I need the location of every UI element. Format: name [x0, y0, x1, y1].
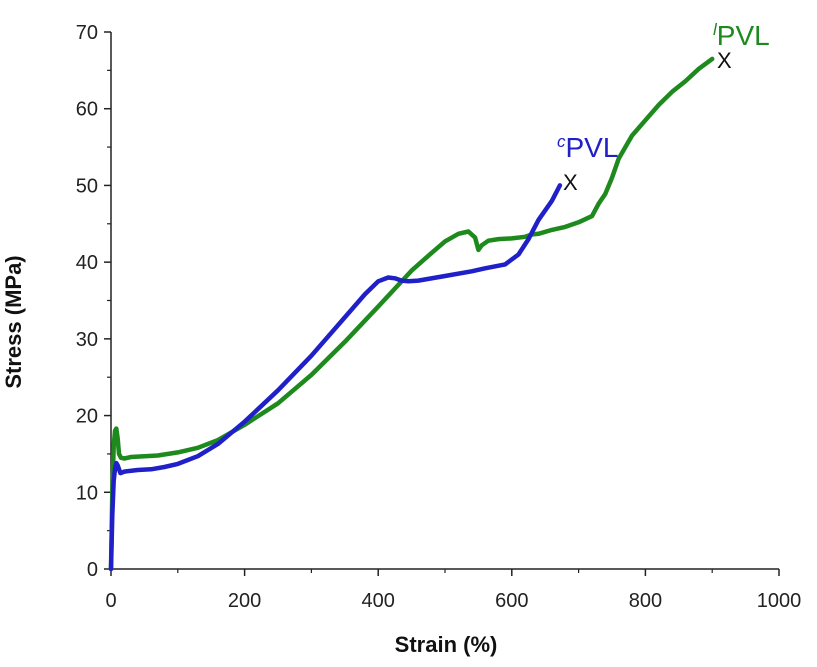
x-tick-label: 600	[495, 590, 528, 612]
y-axis-title: Stress (MPa)	[1, 255, 26, 388]
y-tick-label: 60	[76, 99, 98, 121]
y-tick-label: 10	[76, 482, 98, 504]
x-tick-label: 200	[228, 590, 261, 612]
break-mark-cpvl: X	[563, 170, 578, 195]
break-mark-lpvl: X	[717, 48, 732, 73]
x-tick-label: 1000	[757, 590, 802, 612]
y-tick-label: 50	[76, 175, 98, 197]
y-tick-label: 40	[76, 252, 98, 274]
axes: 0 200 400 600 800 1000 0 10 20 30 40 50 60 70	[76, 22, 802, 612]
series-layer	[108, 56, 715, 572]
series-label-lpvl: lPVL	[713, 20, 770, 51]
y-tick-label: 70	[76, 22, 98, 44]
x-axis-title: Strain (%)	[395, 632, 498, 657]
y-tick-label: 20	[76, 406, 98, 428]
y-tick-label: 30	[76, 329, 98, 351]
series-label-cpvl: cPVL	[557, 132, 618, 163]
series-line-lpvl	[108, 56, 715, 572]
y-tick-label: 0	[87, 559, 98, 581]
series-line-cpvl	[108, 183, 563, 572]
x-tick-label: 400	[362, 590, 395, 612]
x-tick-label: 800	[629, 590, 662, 612]
labels-layer: Strain (%) Stress (MPa) lPVL X cPVL X	[1, 20, 770, 657]
x-tick-label: 0	[105, 590, 116, 612]
